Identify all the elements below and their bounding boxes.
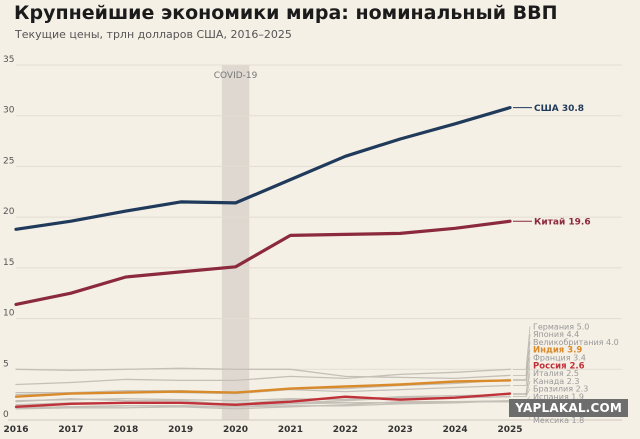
series-label-background: Великобритания 4.0 (533, 338, 619, 347)
y-tick-label: 35 (3, 55, 14, 65)
y-tick-label: 10 (3, 309, 15, 319)
chart-title: Крупнейшие экономики мира: номинальный В… (14, 2, 558, 24)
series-label-highlight: Индия 3.9 (533, 346, 582, 356)
x-tick-label: 2024 (443, 425, 468, 435)
y-tick-label: 15 (3, 258, 14, 268)
x-tick-label: 2020 (223, 425, 248, 435)
y-tick-label: 5 (3, 359, 9, 369)
series-label-background: Япония 4.4 (533, 330, 579, 339)
series-label-background: Мексика 1.8 (533, 416, 584, 425)
x-tick-label: 2019 (168, 425, 193, 435)
series-line-highlight (14, 392, 512, 408)
x-tick-label: 2021 (278, 425, 303, 435)
y-tick-label: 20 (3, 207, 15, 217)
label-leader (513, 334, 531, 376)
series-label-background: Италия 2.5 (533, 369, 579, 378)
x-tick-label: 2023 (388, 425, 413, 435)
series-label-background: Франция 3.4 (533, 353, 586, 362)
y-tick-label: 0 (3, 410, 9, 420)
y-tick-label: 25 (3, 156, 14, 166)
x-tick-label: 2025 (497, 425, 522, 435)
series-line-background (15, 368, 511, 386)
covid-label: COVID-19 (214, 71, 258, 81)
watermark-logo: YAPLAKAL.COM (509, 399, 628, 417)
series-line-highlight (14, 379, 512, 398)
series-end-label: Китай 19.6 (534, 218, 591, 228)
series-line-background (15, 367, 511, 380)
label-leader (513, 349, 531, 381)
label-leader (513, 388, 531, 398)
series-label-background: Канада 2.3 (533, 377, 579, 386)
series-line-background (15, 401, 511, 410)
series-line-highlight (14, 219, 512, 306)
label-leader (513, 326, 531, 370)
series-end-label: США 30.8 (534, 104, 584, 114)
chart-subtitle: Текущие цены, трлн долларов США, 2016–20… (15, 28, 292, 41)
x-tick-label: 2018 (113, 425, 138, 435)
series-label-highlight: Россия 2.6 (533, 361, 585, 371)
x-tick-label: 2022 (333, 425, 358, 435)
x-tick-label: 2017 (58, 425, 83, 435)
series-label-background: Германия 5.0 (533, 322, 589, 331)
series-label-background: Испания 1.9 (533, 392, 584, 401)
label-leader (513, 373, 531, 395)
series-line-highlight (14, 106, 512, 231)
covid-band (221, 65, 250, 420)
series-label-background: Бразилия 2.3 (533, 385, 588, 394)
x-tick-label: 2016 (3, 425, 28, 435)
y-tick-label: 30 (3, 106, 15, 116)
label-leader (513, 357, 531, 386)
